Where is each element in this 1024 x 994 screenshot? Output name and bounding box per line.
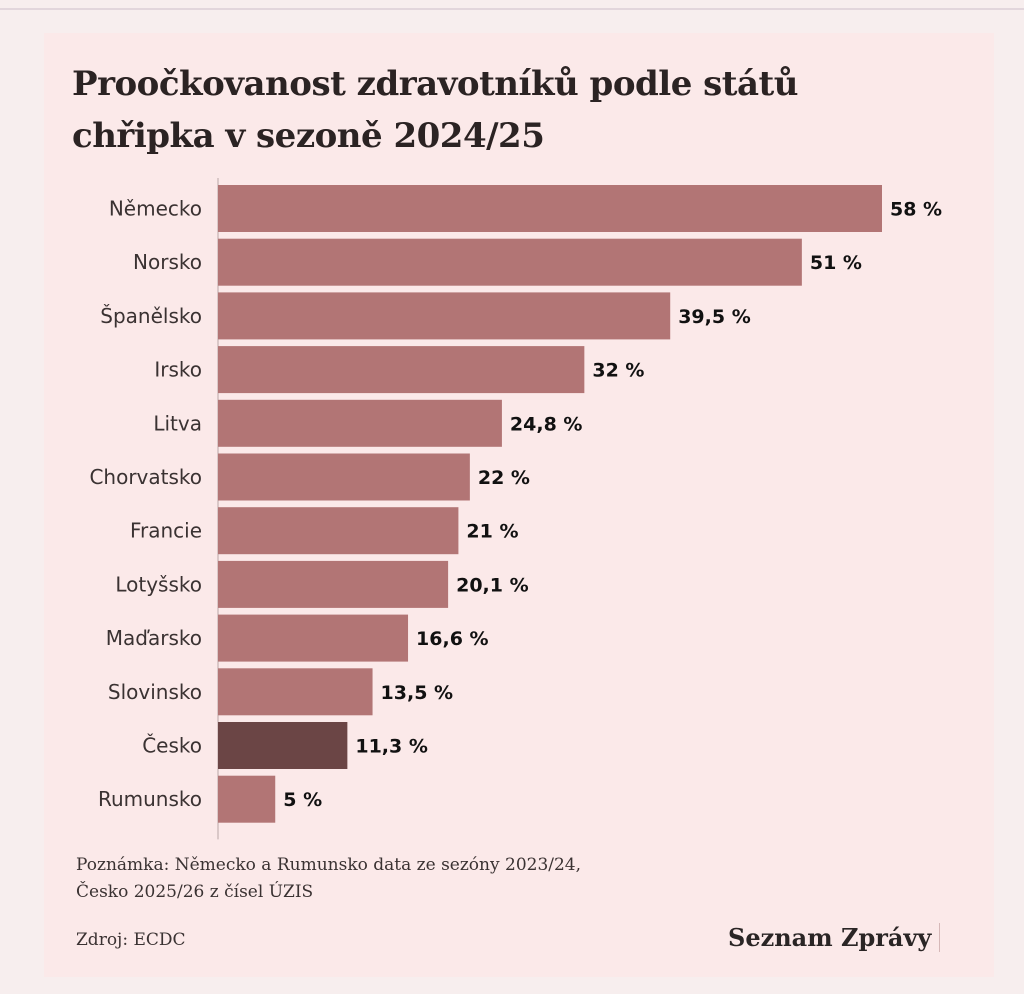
value-label-5: 22 % — [478, 467, 530, 489]
bar-4 — [218, 399, 502, 447]
bar-6 — [218, 507, 459, 555]
chart-title: Proočkovanost zdravotníků podle států ch… — [72, 58, 952, 162]
category-label-9: Slovinsko — [108, 680, 202, 704]
value-label-8: 16,6 % — [416, 628, 489, 650]
value-label-11: 5 % — [283, 789, 322, 811]
chart-note-line-2: Česko 2025/26 z čísel ÚZIS — [76, 882, 314, 902]
value-label-9: 13,5 % — [381, 682, 454, 704]
category-label-6: Francie — [130, 519, 202, 543]
value-label-4: 24,8 % — [510, 413, 583, 435]
value-label-2: 39,5 % — [678, 306, 751, 328]
bar-1 — [218, 238, 802, 286]
category-label-7: Lotyšsko — [115, 572, 202, 596]
category-label-5: Chorvatsko — [89, 465, 202, 489]
bar-5 — [218, 453, 470, 501]
bar-10 — [218, 722, 348, 769]
value-label-3: 32 % — [592, 360, 644, 382]
category-label-4: Litva — [153, 411, 202, 435]
chart-source: Zdroj: ECDC — [76, 930, 186, 950]
value-label-6: 21 % — [466, 521, 518, 543]
value-label-1: 51 % — [810, 252, 862, 274]
bar-11 — [218, 775, 276, 823]
bar-0 — [218, 185, 882, 232]
category-label-3: Irsko — [154, 358, 202, 382]
category-label-8: Maďarsko — [106, 626, 202, 650]
top-divider — [0, 8, 1024, 10]
bar-9 — [218, 668, 373, 716]
category-label-0: Německo — [109, 197, 202, 221]
chart-note-line-1: Poznámka: Německo a Rumunsko data ze sez… — [76, 855, 582, 875]
bar-2 — [218, 292, 671, 340]
category-label-11: Rumunsko — [98, 787, 202, 811]
chart-note: Poznámka: Německo a Rumunsko data ze sez… — [76, 852, 776, 906]
category-label-2: Španělsko — [100, 304, 202, 328]
bar-3 — [218, 346, 585, 394]
bar-chart: Německo 58 % Norsko 51 % Španělsko 39,5 % Irsk… — [89, 178, 942, 840]
value-label-10: 11,3 % — [355, 736, 428, 758]
category-label-10: Česko — [142, 734, 202, 758]
brand-logo: Seznam Zprávy — [728, 923, 941, 952]
bar-7 — [218, 560, 449, 608]
value-label-7: 20,1 % — [456, 574, 529, 596]
bar-8 — [218, 614, 409, 662]
chart-title-line-1: Proočkovanost zdravotníků podle států — [72, 64, 798, 104]
value-label-0: 58 % — [890, 199, 942, 221]
chart-title-line-2: chřipka v sezoně 2024/25 — [72, 116, 545, 156]
category-label-1: Norsko — [133, 250, 202, 274]
